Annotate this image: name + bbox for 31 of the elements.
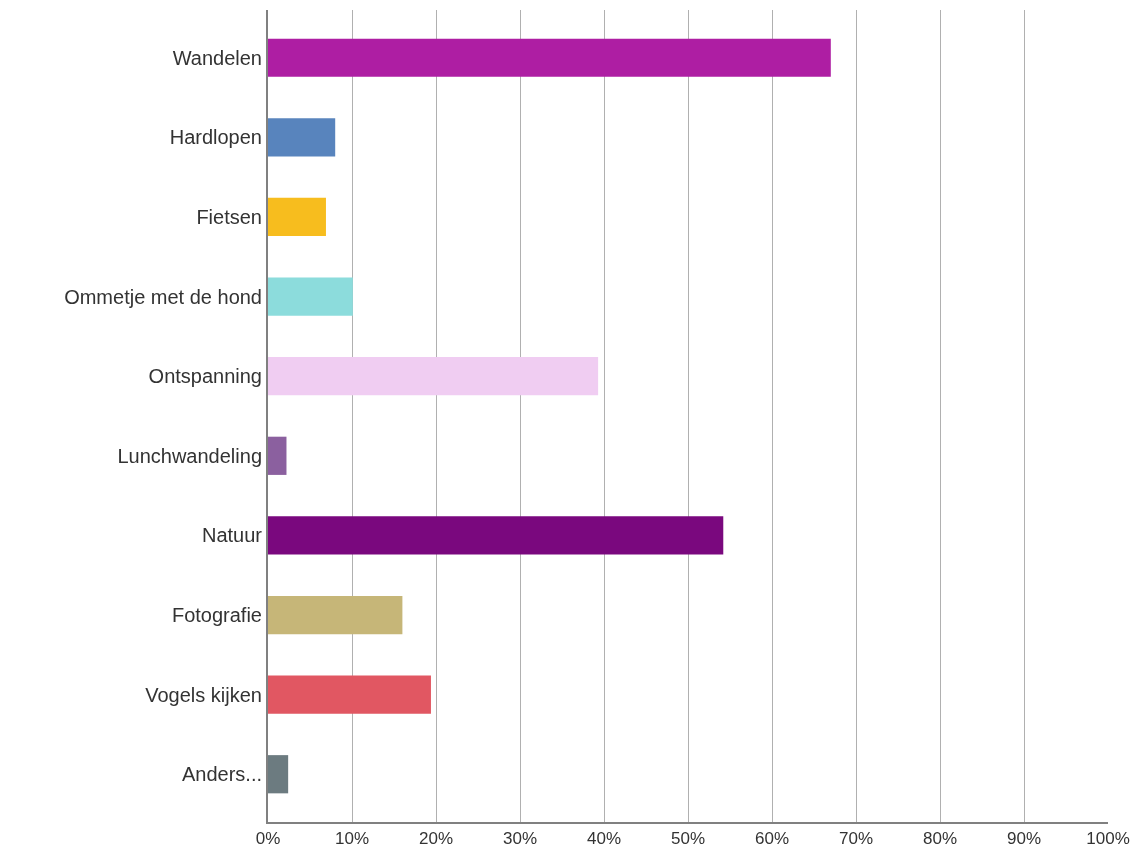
bar xyxy=(268,118,336,157)
x-tick-label: 60% xyxy=(754,829,790,849)
x-tick-label: 10% xyxy=(334,829,370,849)
x-tick-label: 100% xyxy=(1086,829,1130,849)
x-tick-label: 40% xyxy=(586,829,622,849)
bar xyxy=(268,38,831,77)
y-tick-label: Fietsen xyxy=(196,205,262,228)
x-tick-label: 90% xyxy=(1006,829,1042,849)
y-tick-label: Natuur xyxy=(201,524,263,547)
y-tick-label: Vogels kijken xyxy=(145,683,262,706)
x-tick-label: 80% xyxy=(922,829,958,849)
bar xyxy=(268,595,403,635)
y-tick-label: Anders... xyxy=(181,763,262,786)
y-tick-label: Ontspanning xyxy=(148,365,262,388)
y-tick-label: Fotografie xyxy=(171,604,262,627)
bar xyxy=(268,516,724,555)
x-tick-label: 30% xyxy=(502,829,538,849)
y-tick-label: Ommetje met de hond xyxy=(64,285,262,308)
bar xyxy=(268,277,353,316)
bar xyxy=(268,436,287,475)
x-tick-label: 20% xyxy=(418,829,454,849)
x-tick-label: 70% xyxy=(838,829,874,849)
bar xyxy=(268,357,599,396)
bar xyxy=(268,197,326,237)
y-tick-label: Hardlopen xyxy=(169,126,262,149)
bar xyxy=(268,675,431,714)
x-tick-label: 50% xyxy=(670,829,706,849)
y-tick-label: Wandelen xyxy=(172,46,262,69)
x-tick-label: 0% xyxy=(255,829,281,849)
y-tick-label: Lunchwandeling xyxy=(117,444,262,467)
bar xyxy=(268,755,289,794)
